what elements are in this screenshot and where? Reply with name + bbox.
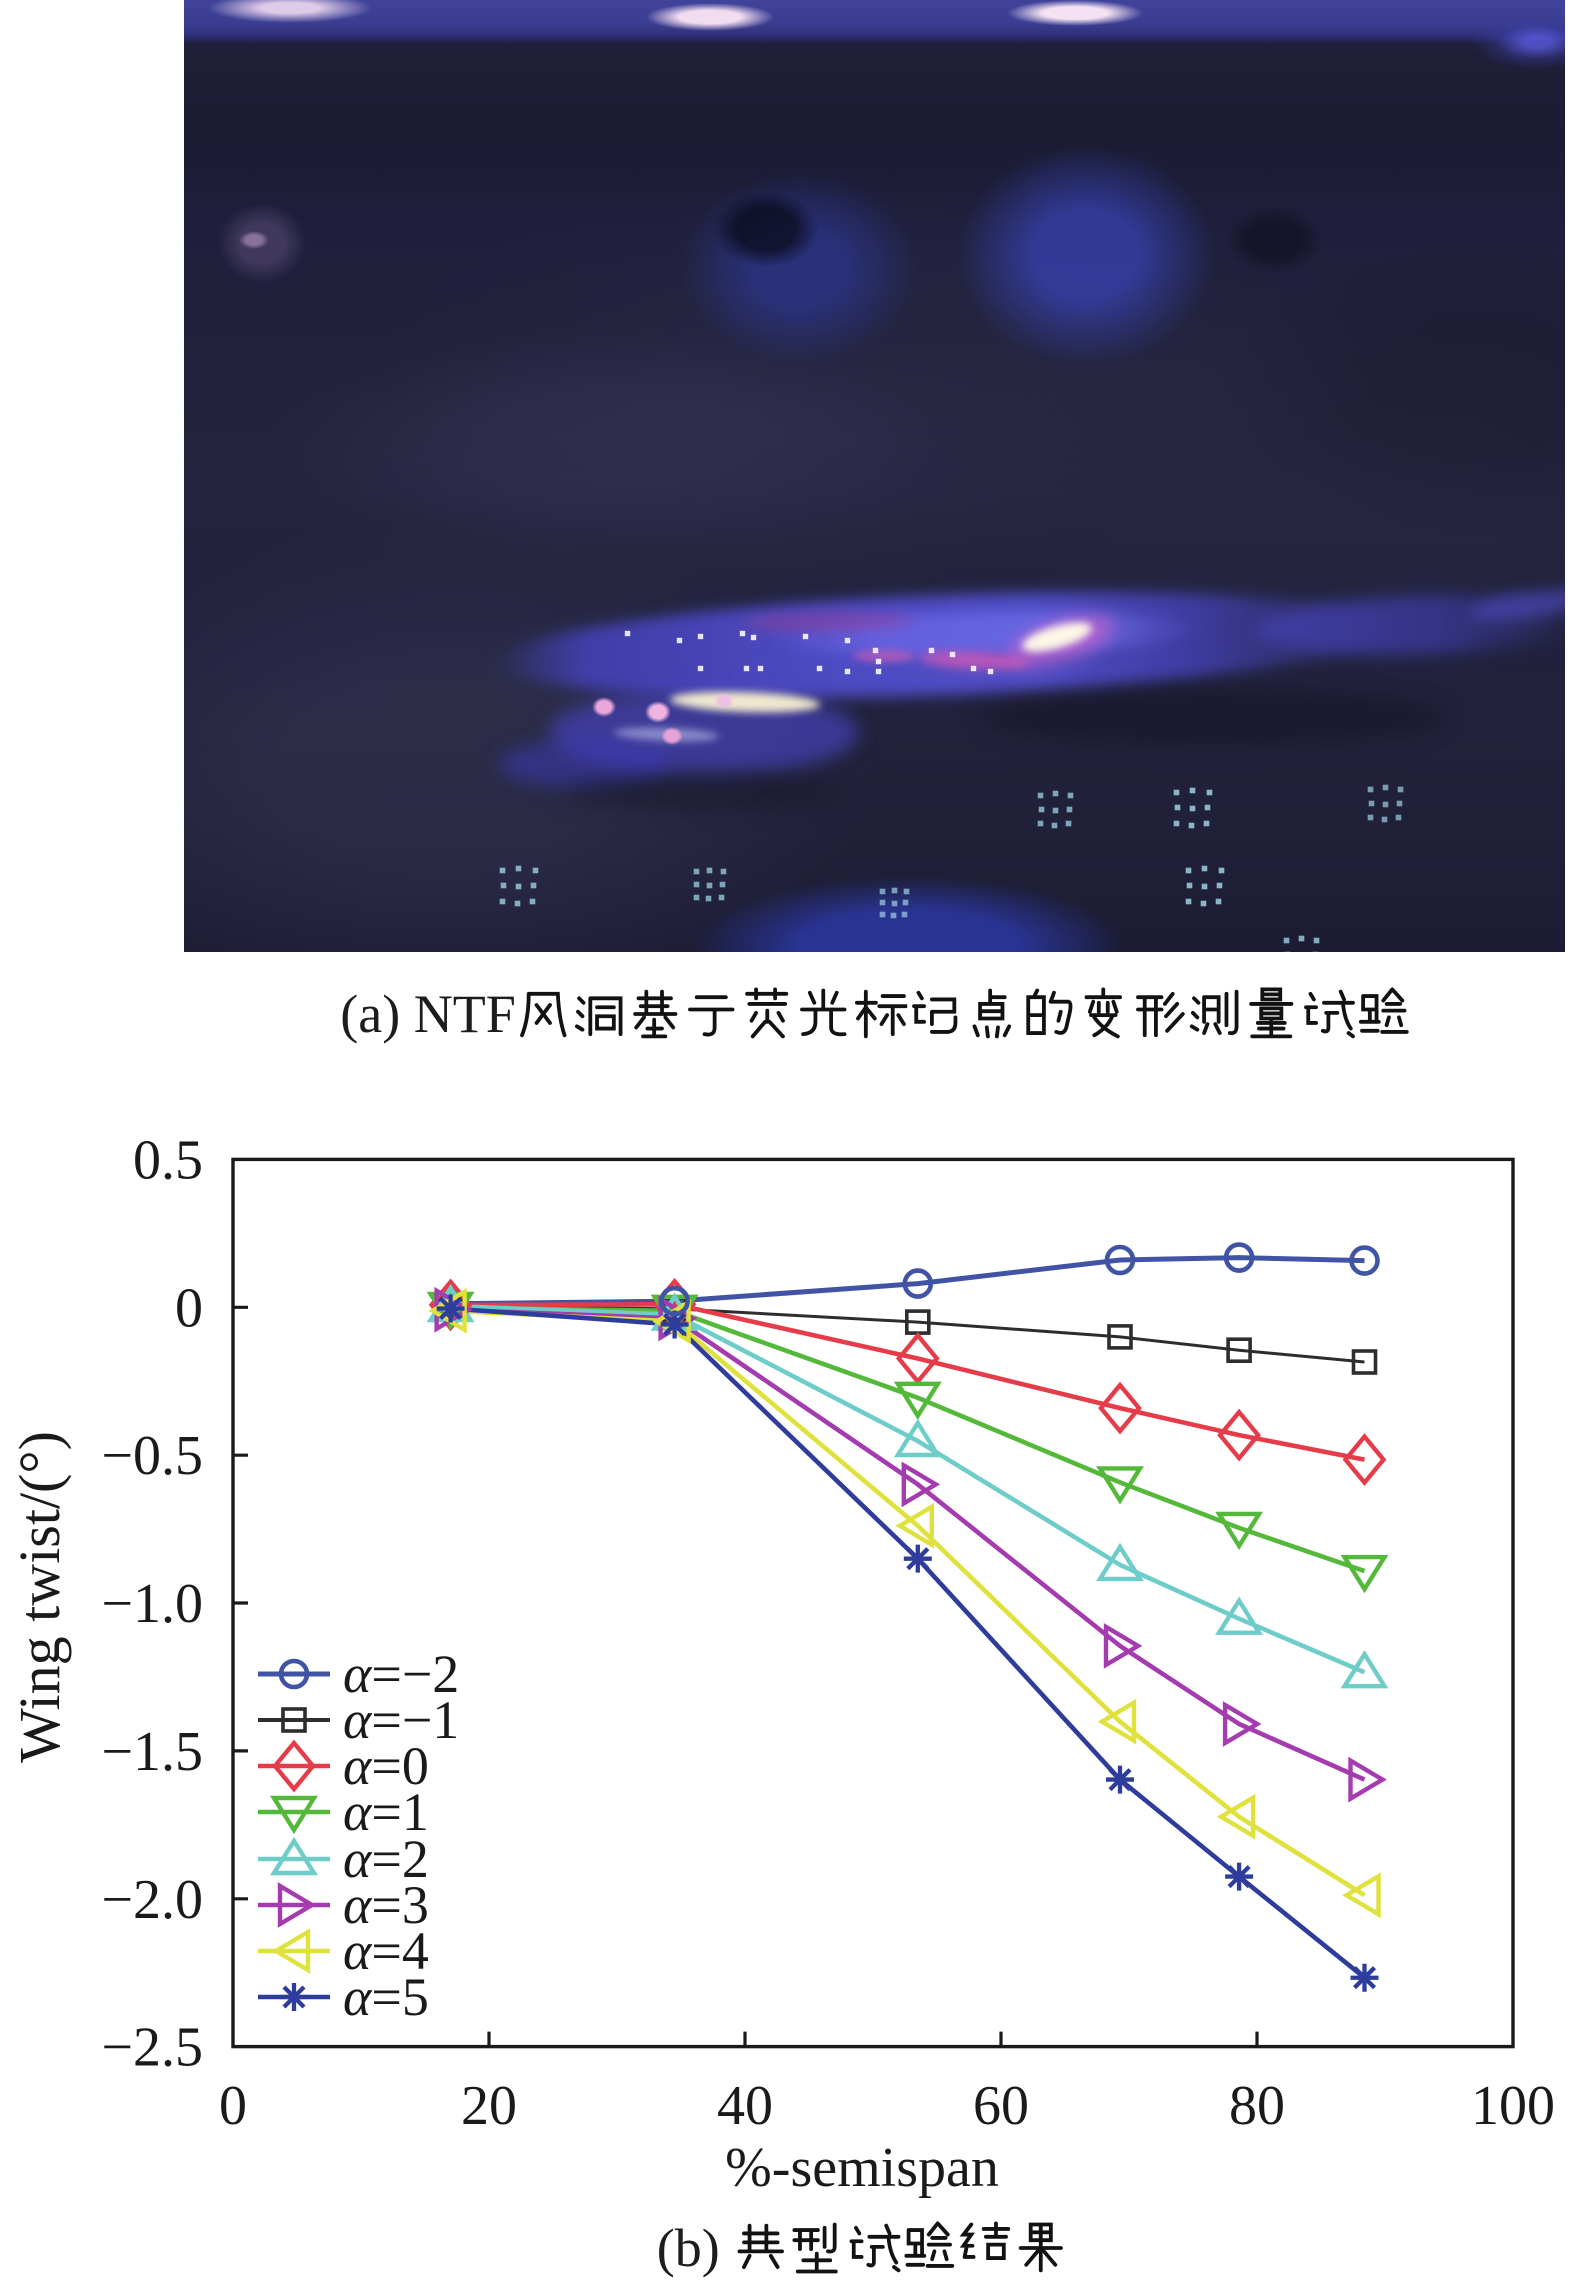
svg-text:α=3: α=3 (343, 1875, 429, 1935)
svg-text:80: 80 (1229, 2075, 1285, 2137)
svg-text:α=−1: α=−1 (343, 1690, 459, 1750)
svg-text:α=2: α=2 (343, 1829, 429, 1889)
svg-text:−2.0: −2.0 (101, 1869, 203, 1931)
svg-text:0: 0 (219, 2075, 247, 2137)
svg-text:−1.0: −1.0 (101, 1573, 203, 1635)
svg-text:%-semispan: %-semispan (725, 2137, 999, 2199)
svg-text:−0.5: −0.5 (101, 1425, 203, 1487)
svg-text:−1.5: −1.5 (101, 1721, 203, 1783)
svg-text:α=5: α=5 (343, 1967, 429, 2027)
svg-text:0.5: 0.5 (133, 1129, 203, 1191)
svg-text:100: 100 (1471, 2075, 1555, 2137)
svg-text:0: 0 (175, 1277, 203, 1339)
svg-text:40: 40 (717, 2075, 773, 2137)
svg-text:α=4: α=4 (343, 1921, 429, 1981)
svg-text:60: 60 (973, 2075, 1029, 2137)
svg-text:−2.5: −2.5 (101, 2017, 203, 2079)
svg-text:α=−2: α=−2 (343, 1644, 459, 1704)
svg-text:α=1: α=1 (343, 1782, 429, 1842)
svg-text:20: 20 (461, 2075, 517, 2137)
svg-text:Wing twist/(°): Wing twist/(°) (7, 1431, 72, 1763)
svg-text:α=0: α=0 (343, 1736, 429, 1796)
